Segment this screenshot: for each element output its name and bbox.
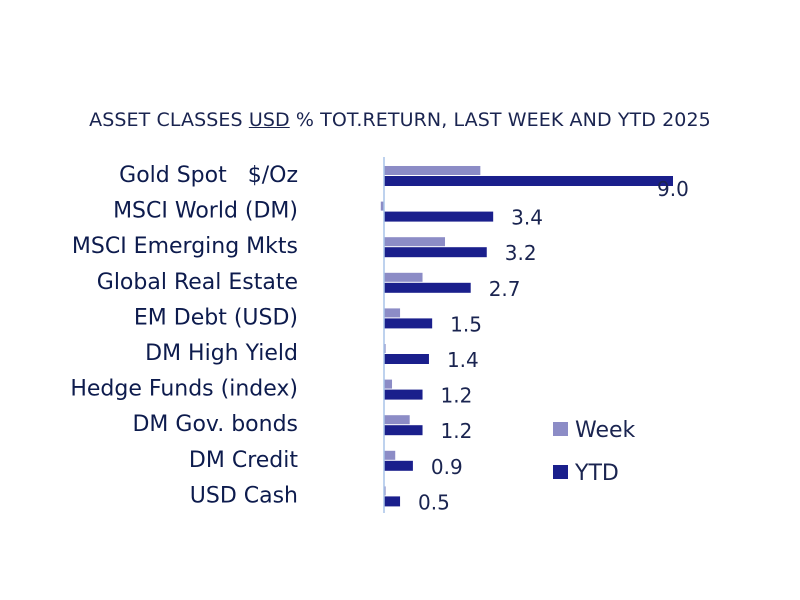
category-label: DM Gov. bonds	[132, 412, 298, 437]
data-label: 0.5	[418, 490, 450, 514]
category-label: MSCI World (DM)	[113, 199, 298, 224]
category-label: Gold Spot $/Oz	[119, 163, 298, 188]
data-label: 1.5	[450, 312, 482, 336]
bar-ytd	[384, 460, 413, 471]
data-label: 2.7	[489, 277, 521, 301]
bar-ytd	[384, 354, 429, 364]
category-label: DM Credit	[189, 448, 298, 473]
legend-swatch	[553, 465, 568, 479]
legend-swatch	[553, 422, 568, 436]
bar-week	[384, 237, 446, 247]
bar-week	[380, 201, 384, 211]
legend-label: Week	[575, 418, 636, 443]
data-label: 9.0	[657, 177, 689, 201]
bar-week	[384, 344, 386, 353]
bar-week	[384, 166, 481, 175]
category-label: EM Debt (USD)	[134, 305, 298, 330]
category-label: Hedge Funds (index)	[70, 377, 298, 402]
category-label: MSCI Emerging Mkts	[72, 234, 298, 259]
bar-week	[384, 272, 423, 282]
category-label: USD Cash	[190, 483, 298, 508]
bar-week	[384, 415, 410, 425]
bar-week	[384, 308, 401, 318]
title-part-usd: USD	[248, 109, 290, 131]
data-label: 0.9	[431, 455, 463, 479]
bar-ytd	[384, 389, 423, 400]
bar-ytd	[384, 318, 433, 329]
legend-label: YTD	[574, 461, 619, 486]
category-label: DM High Yield	[145, 341, 298, 366]
title-part-1: ASSET CLASSES	[89, 109, 249, 131]
bar-week	[384, 486, 386, 496]
bar-week	[384, 450, 396, 460]
chart-title: ASSET CLASSES USD % TOT.RETURN, LAST WEE…	[0, 109, 800, 131]
category-label: Global Real Estate	[97, 270, 298, 295]
bar-ytd	[384, 176, 673, 186]
data-label: 1.4	[447, 348, 479, 372]
bar-ytd	[384, 496, 401, 507]
data-label: 1.2	[441, 384, 473, 408]
data-label: 3.2	[505, 241, 537, 265]
data-label: 3.4	[511, 206, 543, 230]
bar-week	[384, 379, 393, 389]
bar-ytd	[384, 282, 471, 293]
bar-ytd	[384, 211, 494, 222]
title-part-3: % TOT.RETURN, LAST WEEK AND YTD 2025	[289, 109, 711, 131]
bar-ytd	[384, 425, 423, 436]
data-label: 1.2	[441, 419, 473, 443]
bar-ytd	[384, 247, 487, 258]
